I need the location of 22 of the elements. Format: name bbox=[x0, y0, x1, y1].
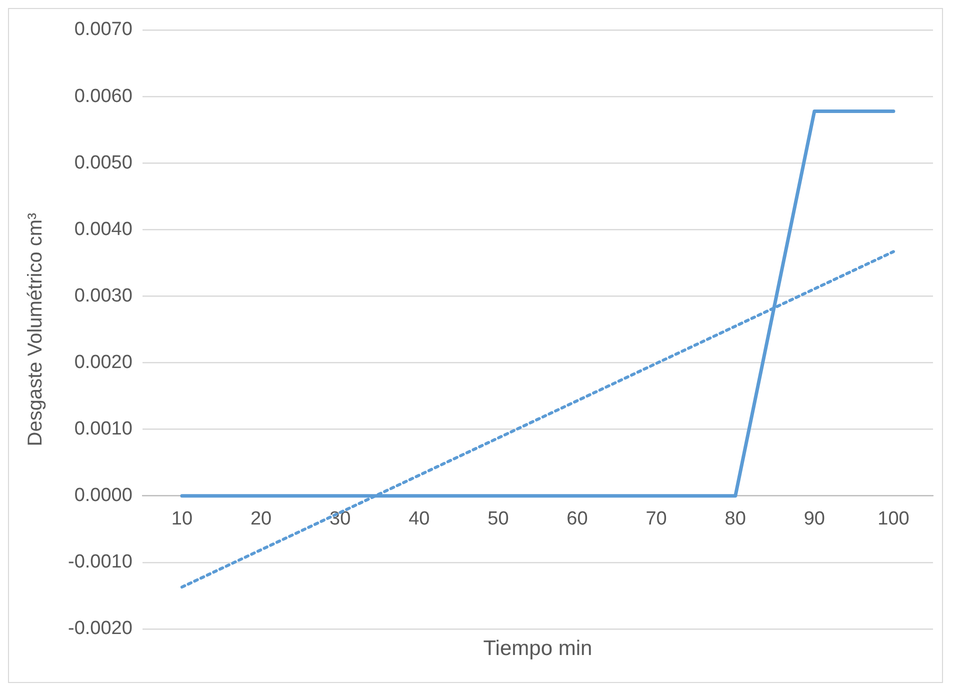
x-tick-label: 80 bbox=[724, 508, 746, 530]
x-tick-label: 50 bbox=[488, 508, 509, 530]
x-tick-label: 60 bbox=[566, 508, 588, 530]
x-tick-label: 40 bbox=[408, 508, 430, 530]
x-tick-label: 30 bbox=[330, 508, 351, 530]
y-tick-label: 0.0000 bbox=[74, 485, 132, 506]
x-axis-title: Tiempo min bbox=[483, 637, 592, 661]
y-tick-label: 0.0010 bbox=[74, 418, 132, 440]
x-tick-label: 90 bbox=[804, 508, 825, 530]
y-tick-label: 0.0060 bbox=[74, 86, 132, 107]
x-tick-label: 100 bbox=[878, 508, 910, 530]
y-axis-title: Desgaste Volumétrico cm³ bbox=[24, 212, 47, 446]
y-tick-label: -0.0020 bbox=[68, 618, 132, 640]
y-tick-label: 0.0070 bbox=[74, 19, 132, 40]
y-tick-label: -0.0010 bbox=[68, 552, 132, 573]
x-tick-label: 20 bbox=[250, 508, 272, 530]
x-tick-label: 70 bbox=[646, 508, 667, 530]
y-tick-label: 0.0030 bbox=[74, 285, 132, 306]
x-tick-label: 10 bbox=[171, 508, 193, 530]
y-tick-label: 0.0040 bbox=[74, 218, 132, 240]
y-tick-label: 0.0050 bbox=[74, 152, 132, 174]
y-tick-label: 0.0020 bbox=[74, 352, 132, 374]
